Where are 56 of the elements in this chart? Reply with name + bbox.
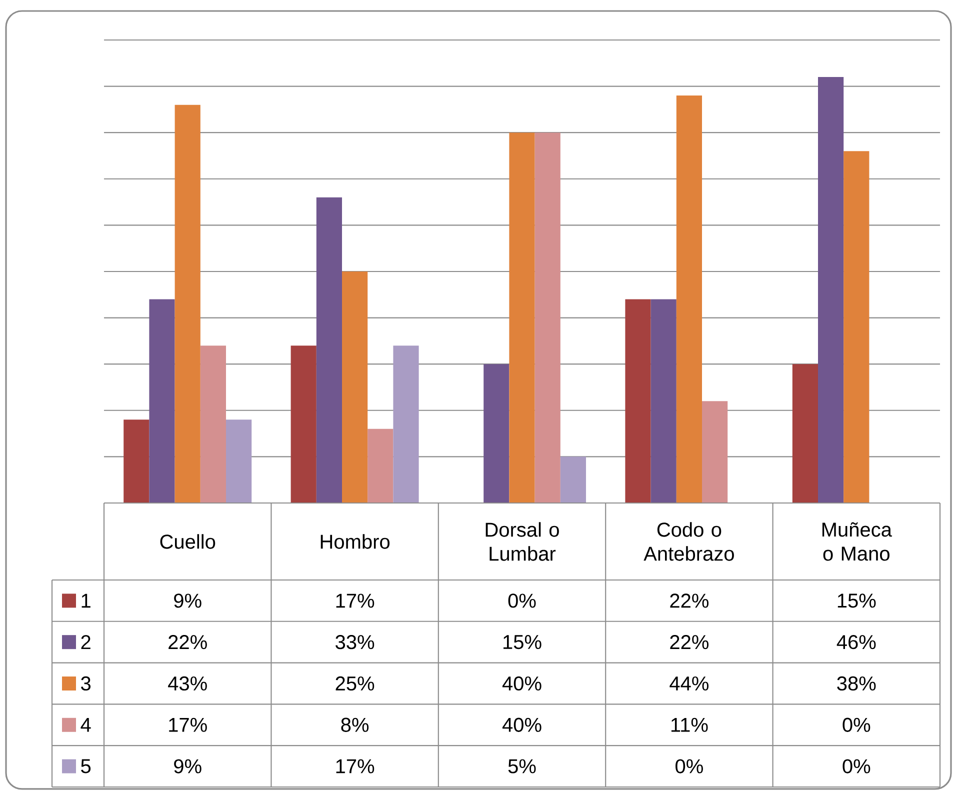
bar	[368, 428, 394, 503]
data-label: 22%	[168, 635, 207, 650]
legend-label: 2	[81, 635, 90, 650]
x-tick-label: Cuello	[160, 534, 216, 549]
bar	[316, 197, 342, 503]
data-label: 46%	[836, 634, 876, 650]
data-label: 11%	[671, 718, 708, 732]
data-label: 5%	[508, 759, 536, 774]
bar	[818, 77, 844, 503]
data-label: 0%	[676, 759, 703, 774]
legend-label: 1	[82, 594, 90, 608]
data-label: 15%	[838, 594, 876, 608]
data-label: 15%	[504, 635, 542, 650]
bar	[625, 299, 651, 503]
data-label: 0%	[842, 759, 870, 774]
data-label: 22%	[670, 635, 708, 650]
x-tick-label: Dorsal o Lumbar	[486, 522, 559, 561]
data-label: 9%	[174, 759, 202, 774]
data-label: 40%	[502, 676, 542, 691]
data-label: 33%	[336, 634, 374, 650]
data-label: 43%	[168, 676, 207, 691]
bar	[676, 96, 702, 503]
bar	[174, 104, 200, 503]
bar	[200, 346, 226, 503]
data-label: 44%	[670, 676, 708, 690]
data-label: 40%	[502, 718, 542, 732]
bar	[290, 346, 316, 503]
legend-label: 4	[80, 718, 91, 732]
x-tick-label: Hombro	[320, 534, 390, 549]
bar	[124, 420, 150, 503]
data-label: 17%	[336, 594, 374, 608]
data-label: 9%	[174, 594, 202, 608]
bar	[484, 364, 510, 503]
bar	[650, 299, 676, 503]
bar	[792, 364, 818, 503]
bar	[509, 132, 535, 503]
bar	[844, 151, 870, 503]
bar	[226, 420, 252, 503]
data-label: 25%	[336, 676, 374, 691]
bar	[702, 401, 728, 503]
legend-label: 5	[81, 759, 91, 774]
x-tick-label: Muñeca o Mano	[822, 522, 892, 561]
bar	[342, 271, 368, 503]
data-label: 38%	[837, 676, 876, 691]
bar	[393, 346, 419, 503]
legend-label: 3	[81, 676, 91, 691]
x-tick-label: Codo o Antebrazo	[644, 522, 734, 561]
data-label: 17%	[336, 759, 374, 774]
data-label: 0%	[842, 718, 870, 732]
bar	[534, 132, 560, 503]
data-label: 22%	[670, 594, 708, 608]
data-label: 8%	[341, 718, 369, 732]
bar	[560, 456, 586, 503]
data-label: 0%	[508, 594, 536, 608]
bar	[149, 299, 175, 503]
data-label: 17%	[169, 718, 207, 732]
